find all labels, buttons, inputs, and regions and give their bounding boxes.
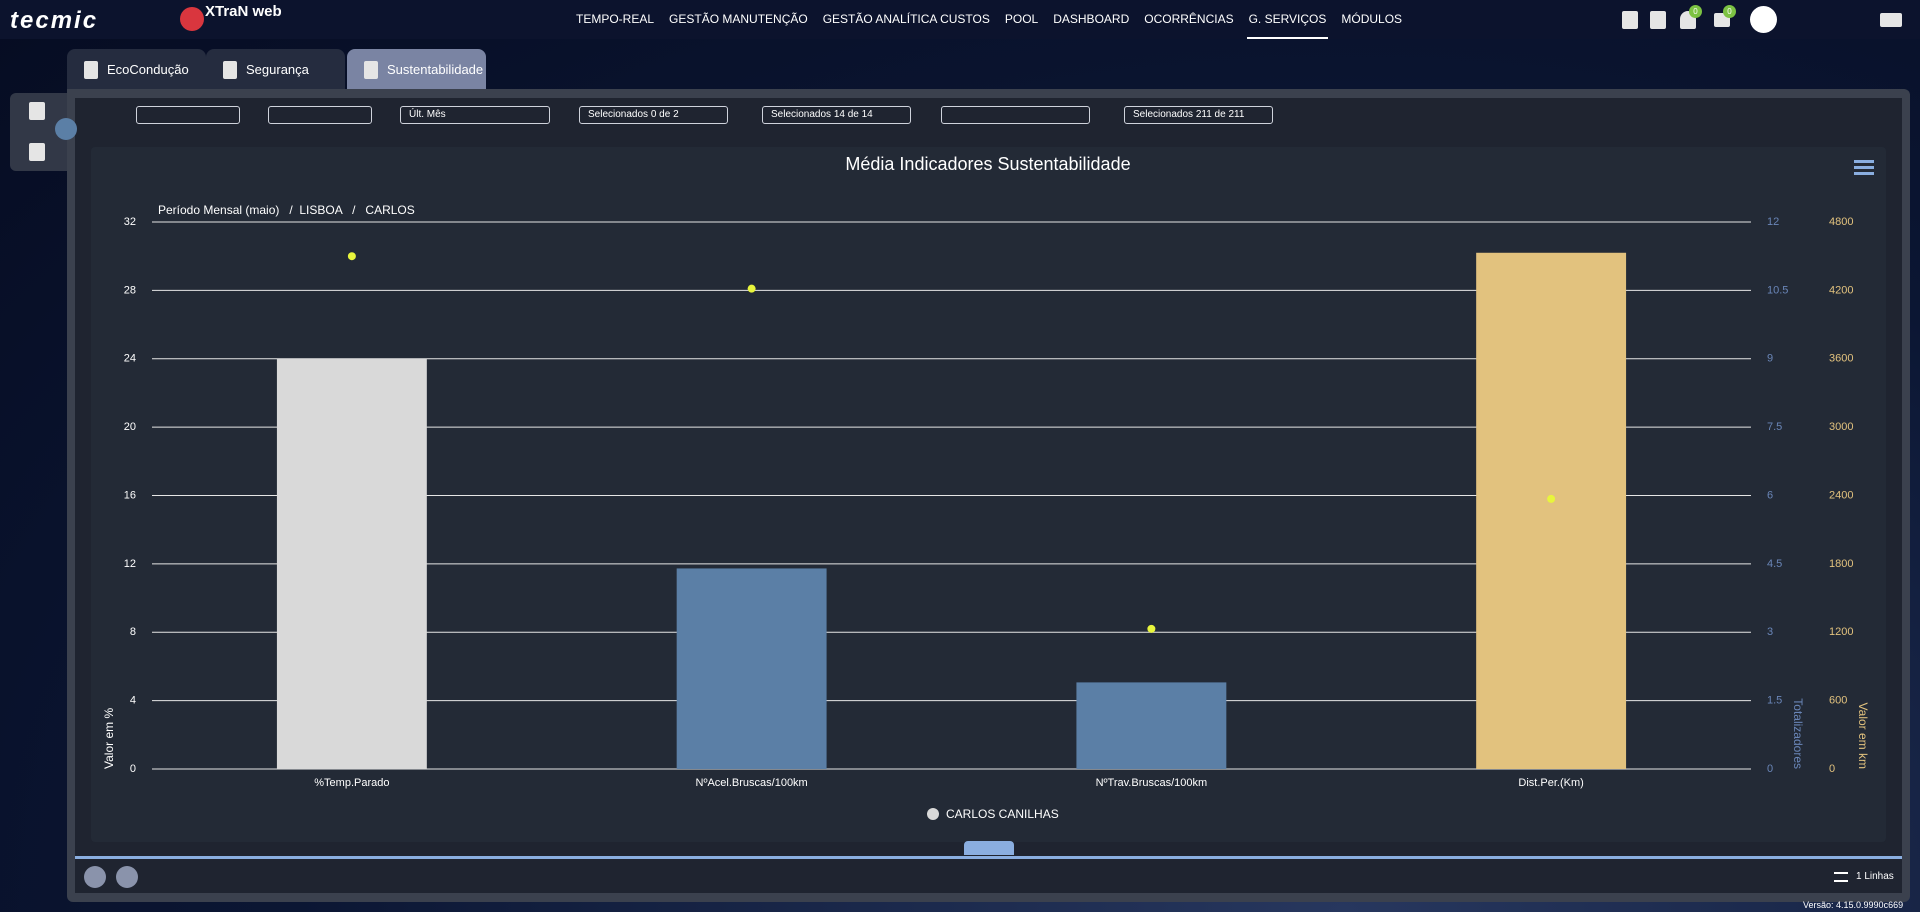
badge: 0 xyxy=(1723,5,1736,18)
y2-tick-label: 4.5 xyxy=(1767,558,1782,570)
y-tick-label: 28 xyxy=(124,284,136,296)
y3-tick-label: 4800 xyxy=(1829,216,1853,228)
tab-label: EcoCondução xyxy=(107,62,189,77)
y-tick-label: 0 xyxy=(130,763,136,775)
select[interactable]: Selecionados 14 de 14 xyxy=(762,106,911,124)
legend-label: CARLOS CANILHAS xyxy=(946,807,1059,821)
y-tick-label: 8 xyxy=(130,626,136,638)
chart-menu[interactable] xyxy=(1854,160,1874,163)
brand: tecmic xyxy=(10,7,99,34)
y3-tick-label: 2400 xyxy=(1829,489,1853,501)
y-tick-label: 12 xyxy=(124,558,136,570)
tab[interactable]: EcoCondução xyxy=(67,49,206,91)
bar xyxy=(676,568,827,769)
chart-subtitle: Período Mensal (maio) / LISBOA / CARLOS xyxy=(158,203,415,217)
y2-axis-label: Totalizadores xyxy=(1791,698,1805,769)
y2-tick-label: 6 xyxy=(1767,489,1773,501)
y3-axis-label: Valor em km xyxy=(1856,703,1870,769)
point xyxy=(347,252,356,261)
y-tick-label: 32 xyxy=(124,216,136,228)
y2-tick-label: 0 xyxy=(1767,763,1773,775)
tab-label: Sustentabilidade xyxy=(387,62,484,77)
tab-icon xyxy=(223,61,237,79)
chart-title: Média Indicadores Sustentabilidade xyxy=(845,154,1130,174)
period-select[interactable]: Últ. Mês xyxy=(400,106,550,124)
y-tick-label: 4 xyxy=(130,695,136,707)
menu-item[interactable]: DASHBOARD xyxy=(1053,12,1130,26)
avatar[interactable] xyxy=(1750,6,1777,33)
menu-item[interactable]: TEMPO-REAL xyxy=(576,12,655,26)
rows-icon xyxy=(1834,872,1848,882)
logo xyxy=(180,7,204,31)
tab-label: Segurança xyxy=(246,62,309,77)
y3-tick-label: 3000 xyxy=(1829,421,1853,433)
export[interactable] xyxy=(116,866,138,888)
y-axis-label: Valor em % xyxy=(102,708,116,769)
x-tick-label: NºTrav.Bruscas/100km xyxy=(1096,777,1208,789)
tab-icon xyxy=(84,61,98,79)
report-icon[interactable] xyxy=(29,102,45,120)
y2-tick-label: 12 xyxy=(1767,216,1779,228)
divider xyxy=(75,856,1902,859)
select[interactable] xyxy=(941,106,1090,124)
bar xyxy=(1076,682,1227,769)
y3-tick-label: 1200 xyxy=(1829,626,1853,638)
y3-tick-label: 4200 xyxy=(1829,284,1853,296)
tab-icon xyxy=(364,61,378,79)
y2-tick-label: 7.5 xyxy=(1767,421,1782,433)
bar xyxy=(1476,252,1627,770)
expand[interactable] xyxy=(55,118,77,140)
menu-item[interactable]: OCORRÊNCIAS xyxy=(1144,12,1234,26)
tab[interactable]: Sustentabilidade xyxy=(347,49,486,91)
product: XTraN web xyxy=(205,3,282,20)
select[interactable]: Selecionados 0 de 2 xyxy=(579,106,728,124)
y3-tick-label: 600 xyxy=(1829,695,1847,707)
top-nav: tecmic XTraN web TEMPO-REAL GESTÃO MANUTE… xyxy=(0,0,1920,39)
icon[interactable] xyxy=(1650,11,1666,29)
version: Versão: 4.15.0.9990c669 xyxy=(1803,900,1904,910)
menu-item[interactable]: GESTÃO ANALÍTICA CUSTOS xyxy=(822,12,990,26)
x-tick-label: NºAcel.Bruscas/100km xyxy=(696,777,808,789)
y2-tick-label: 3 xyxy=(1767,626,1773,638)
y2-tick-label: 9 xyxy=(1767,353,1773,365)
date-to[interactable] xyxy=(268,106,372,124)
menu-item[interactable]: GESTÃO MANUTENÇÃO xyxy=(669,12,808,26)
collapse-toggle[interactable] xyxy=(964,841,1014,855)
point xyxy=(1547,494,1556,503)
x-tick-label: %Temp.Parado xyxy=(314,777,389,789)
y3-tick-label: 3600 xyxy=(1829,353,1853,365)
select[interactable]: Selecionados 211 de 211 xyxy=(1124,106,1273,124)
x-tick-label: Dist.Per.(Km) xyxy=(1518,777,1583,789)
y2-tick-label: 10.5 xyxy=(1767,284,1788,296)
point xyxy=(747,284,756,293)
point xyxy=(1147,624,1156,633)
tab[interactable]: Segurança xyxy=(206,49,345,91)
export[interactable] xyxy=(84,866,106,888)
y-tick-label: 16 xyxy=(124,489,136,501)
y2-tick-label: 1.5 xyxy=(1767,695,1782,707)
row-count: 1 Linhas xyxy=(1856,871,1894,882)
menu-item[interactable]: POOL xyxy=(1004,12,1039,26)
badge: 0 xyxy=(1689,5,1702,18)
y3-tick-label: 0 xyxy=(1829,763,1835,775)
bar xyxy=(276,358,427,769)
date-from[interactable] xyxy=(136,106,240,124)
report-icon[interactable] xyxy=(29,143,45,161)
menu-item[interactable]: MÓDULOS xyxy=(1341,12,1403,26)
menu-item[interactable]: G. SERVIÇOS xyxy=(1246,0,1329,39)
manual[interactable] xyxy=(1880,13,1902,27)
legend-marker xyxy=(927,808,939,820)
y3-tick-label: 1800 xyxy=(1829,558,1853,570)
icon[interactable] xyxy=(1622,11,1638,29)
y-tick-label: 20 xyxy=(124,421,136,433)
y-tick-label: 24 xyxy=(124,353,136,365)
menu: TEMPO-REAL GESTÃO MANUTENÇÃO GESTÃO ANALÍT… xyxy=(574,0,1404,39)
